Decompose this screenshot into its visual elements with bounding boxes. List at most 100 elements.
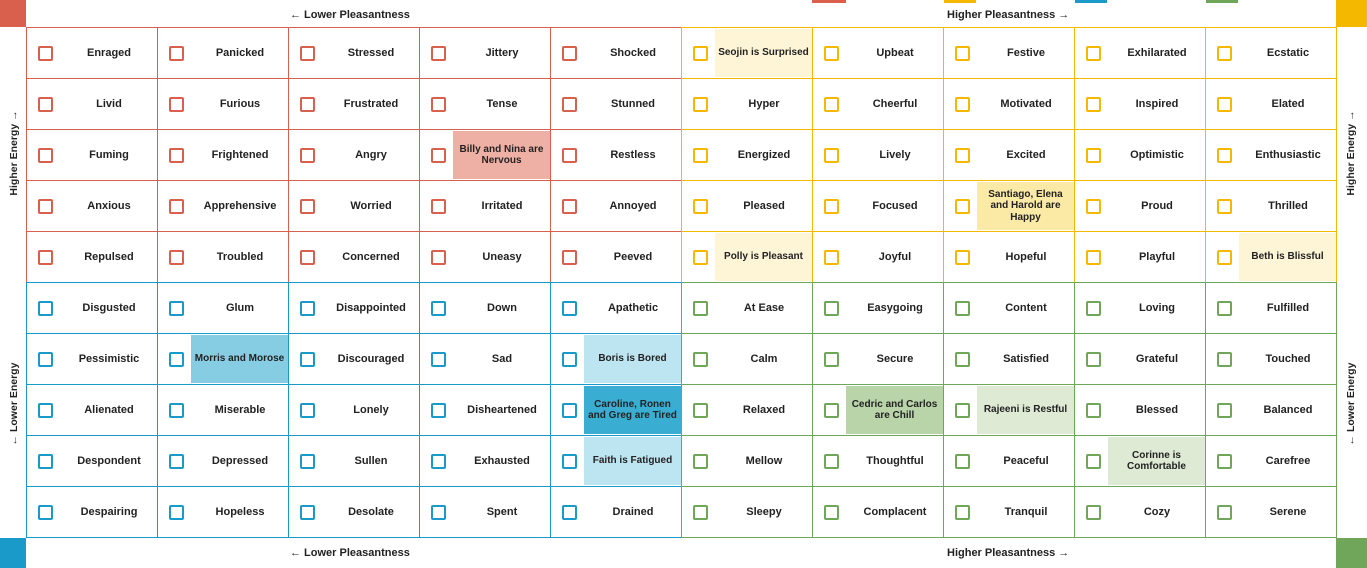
mood-cell[interactable]: Complacent (812, 486, 944, 538)
mood-checkbox[interactable] (693, 301, 708, 316)
mood-cell[interactable]: Proud (1074, 180, 1206, 232)
mood-cell[interactable]: Focused (812, 180, 944, 232)
mood-checkbox[interactable] (300, 301, 315, 316)
mood-checkbox[interactable] (169, 505, 184, 520)
mood-cell[interactable]: Sleepy (681, 486, 813, 538)
mood-checkbox[interactable] (38, 403, 53, 418)
mood-checkbox[interactable] (824, 403, 839, 418)
mood-cell[interactable]: Peeved (550, 231, 682, 283)
mood-checkbox[interactable] (300, 352, 315, 367)
mood-cell[interactable]: Peaceful (943, 435, 1075, 487)
mood-checkbox[interactable] (1086, 403, 1101, 418)
mood-checkbox[interactable] (955, 403, 970, 418)
mood-cell[interactable]: Hyper (681, 78, 813, 130)
mood-checkbox[interactable] (1217, 199, 1232, 214)
mood-cell[interactable]: Angry (288, 129, 420, 181)
mood-checkbox[interactable] (169, 148, 184, 163)
mood-cell[interactable]: Disappointed (288, 282, 420, 334)
mood-checkbox[interactable] (300, 250, 315, 265)
mood-cell[interactable]: Cozy (1074, 486, 1206, 538)
mood-cell[interactable]: Troubled (157, 231, 289, 283)
mood-cell[interactable]: Boris is Bored (550, 333, 682, 385)
mood-cell[interactable]: Spent (419, 486, 551, 538)
mood-checkbox[interactable] (431, 97, 446, 112)
mood-cell[interactable]: Stunned (550, 78, 682, 130)
mood-cell[interactable]: Ecstatic (1205, 27, 1337, 79)
mood-cell[interactable]: Livid (26, 78, 158, 130)
mood-checkbox[interactable] (1217, 505, 1232, 520)
mood-checkbox[interactable] (431, 199, 446, 214)
mood-cell[interactable]: Apathetic (550, 282, 682, 334)
mood-checkbox[interactable] (1086, 505, 1101, 520)
mood-cell[interactable]: Concerned (288, 231, 420, 283)
mood-checkbox[interactable] (693, 454, 708, 469)
mood-cell[interactable]: Secure (812, 333, 944, 385)
mood-checkbox[interactable] (1086, 301, 1101, 316)
mood-cell[interactable]: Loving (1074, 282, 1206, 334)
mood-checkbox[interactable] (562, 505, 577, 520)
mood-cell[interactable]: Lonely (288, 384, 420, 436)
mood-checkbox[interactable] (300, 454, 315, 469)
mood-cell[interactable]: Shocked (550, 27, 682, 79)
mood-cell[interactable]: Desolate (288, 486, 420, 538)
mood-cell[interactable]: Sad (419, 333, 551, 385)
mood-checkbox[interactable] (562, 250, 577, 265)
mood-cell[interactable]: Cheerful (812, 78, 944, 130)
mood-cell[interactable]: Upbeat (812, 27, 944, 79)
mood-checkbox[interactable] (562, 46, 577, 61)
mood-checkbox[interactable] (38, 199, 53, 214)
mood-cell[interactable]: Disheartened (419, 384, 551, 436)
mood-checkbox[interactable] (1086, 148, 1101, 163)
mood-cell[interactable]: Faith is Fatigued (550, 435, 682, 487)
mood-cell[interactable]: Worried (288, 180, 420, 232)
mood-cell[interactable]: Uneasy (419, 231, 551, 283)
mood-checkbox[interactable] (824, 454, 839, 469)
mood-checkbox[interactable] (169, 301, 184, 316)
mood-checkbox[interactable] (169, 46, 184, 61)
mood-checkbox[interactable] (693, 199, 708, 214)
mood-checkbox[interactable] (300, 199, 315, 214)
mood-cell[interactable]: Seojin is Surprised (681, 27, 813, 79)
mood-checkbox[interactable] (824, 301, 839, 316)
mood-checkbox[interactable] (693, 97, 708, 112)
mood-checkbox[interactable] (169, 199, 184, 214)
mood-cell[interactable]: Thrilled (1205, 180, 1337, 232)
mood-checkbox[interactable] (1086, 97, 1101, 112)
mood-cell[interactable]: Corinne is Comfortable (1074, 435, 1206, 487)
mood-cell[interactable]: Content (943, 282, 1075, 334)
mood-checkbox[interactable] (38, 505, 53, 520)
mood-cell[interactable]: Blessed (1074, 384, 1206, 436)
mood-cell[interactable]: Optimistic (1074, 129, 1206, 181)
mood-checkbox[interactable] (1217, 148, 1232, 163)
mood-checkbox[interactable] (431, 403, 446, 418)
mood-checkbox[interactable] (169, 352, 184, 367)
mood-checkbox[interactable] (1086, 46, 1101, 61)
mood-cell[interactable]: Apprehensive (157, 180, 289, 232)
mood-cell[interactable]: Despairing (26, 486, 158, 538)
mood-cell[interactable]: Fulfilled (1205, 282, 1337, 334)
mood-checkbox[interactable] (1217, 250, 1232, 265)
mood-checkbox[interactable] (431, 454, 446, 469)
mood-cell[interactable]: Frustrated (288, 78, 420, 130)
mood-cell[interactable]: Repulsed (26, 231, 158, 283)
mood-checkbox[interactable] (38, 250, 53, 265)
mood-cell[interactable]: Drained (550, 486, 682, 538)
mood-checkbox[interactable] (562, 199, 577, 214)
mood-checkbox[interactable] (169, 403, 184, 418)
mood-checkbox[interactable] (693, 505, 708, 520)
mood-checkbox[interactable] (169, 454, 184, 469)
mood-cell[interactable]: Depressed (157, 435, 289, 487)
mood-checkbox[interactable] (955, 505, 970, 520)
mood-cell[interactable]: Enraged (26, 27, 158, 79)
mood-checkbox[interactable] (562, 97, 577, 112)
mood-cell[interactable]: Touched (1205, 333, 1337, 385)
mood-checkbox[interactable] (38, 148, 53, 163)
mood-checkbox[interactable] (693, 46, 708, 61)
mood-cell[interactable]: Rajeeni is Restful (943, 384, 1075, 436)
mood-checkbox[interactable] (693, 148, 708, 163)
mood-cell[interactable]: Glum (157, 282, 289, 334)
mood-checkbox[interactable] (38, 352, 53, 367)
mood-checkbox[interactable] (955, 352, 970, 367)
mood-cell[interactable]: Elated (1205, 78, 1337, 130)
mood-cell[interactable]: Pessimistic (26, 333, 158, 385)
